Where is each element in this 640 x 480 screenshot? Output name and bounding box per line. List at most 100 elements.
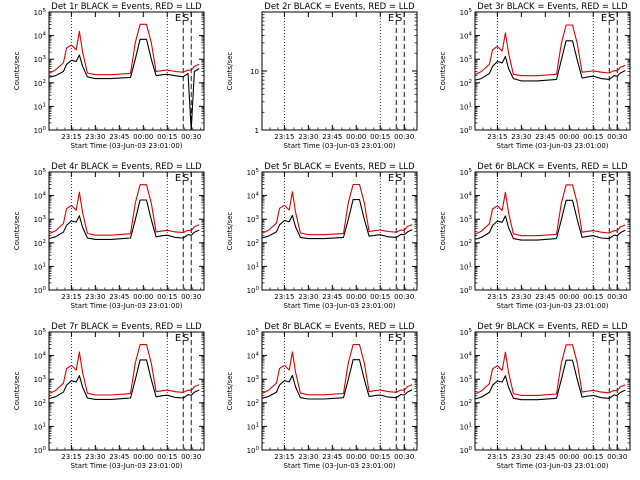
series-line-events [48, 38, 200, 131]
marker-label: S [183, 333, 189, 344]
series-line-lld [474, 184, 626, 237]
series-line-lld [261, 344, 413, 396]
y-tick-label: 100 [247, 446, 260, 455]
x-tick-label: 23:30 [511, 293, 531, 301]
marker-label: S [609, 333, 615, 344]
y-axis-label: Counts/sec [226, 212, 234, 251]
chart-title: Det 2r BLACK = Events, RED = LLD [264, 2, 415, 12]
series-line-events [48, 359, 200, 400]
y-tick-label: 101 [34, 422, 46, 431]
y-tick-label: 101 [460, 102, 472, 111]
chart-panel-4: Det 4r BLACK = Events, RED = LLD Counts/s… [13, 162, 205, 310]
y-tick-label: 103 [34, 55, 47, 64]
y-tick-label: 102 [34, 79, 46, 88]
y-axis-label: Counts/sec [13, 52, 21, 91]
x-tick-label: 00:00 [346, 133, 366, 141]
series-line-events [261, 359, 413, 400]
x-tick-label: 23:15 [487, 453, 507, 461]
x-tick-label: 23:15 [61, 453, 81, 461]
chart-panel-6: Det 6r BLACK = Events, RED = LLD Counts/s… [439, 162, 631, 310]
plot-frame [48, 331, 205, 451]
x-tick-label: 00:00 [346, 293, 366, 301]
marker-label: S [609, 13, 615, 24]
marker-label: S [609, 173, 615, 184]
y-tick-label: 105 [34, 8, 47, 17]
y-axis-label: Counts/sec [439, 52, 447, 91]
y-tick-label: 100 [460, 286, 473, 295]
y-tick-label: 101 [460, 262, 472, 271]
marker-label: S [183, 173, 189, 184]
chart-title: Det 9r BLACK = Events, RED = LLD [477, 322, 628, 332]
x-axis-label: Start Time (03-Jun-03 23:01:00) [497, 302, 609, 310]
marker-label: S [396, 173, 402, 184]
plot-frame [474, 11, 631, 131]
x-tick-label: 23:45 [109, 293, 129, 301]
plot-frame [474, 171, 631, 291]
y-tick-label: 102 [247, 399, 259, 408]
marker-label: S [396, 333, 402, 344]
marker-label: E [388, 333, 394, 344]
x-tick-label: 23:30 [85, 453, 105, 461]
x-tick-label: 00:15 [157, 133, 177, 141]
x-axis-label: Start Time (03-Jun-03 23:01:00) [71, 142, 183, 150]
y-axis-label: Counts/sec [226, 52, 234, 91]
y-tick-label: 105 [460, 328, 473, 337]
x-tick-label: 00:00 [559, 293, 579, 301]
y-tick-label: 102 [460, 79, 472, 88]
chart-title: Det 4r BLACK = Events, RED = LLD [51, 162, 202, 172]
x-tick-label: 23:45 [535, 293, 555, 301]
y-tick-label: 105 [247, 328, 260, 337]
chart-panel-9: Det 9r BLACK = Events, RED = LLD Counts/s… [439, 322, 631, 470]
chart-panel-7: Det 7r BLACK = Events, RED = LLD Counts/s… [13, 322, 205, 470]
y-tick-label: 102 [460, 239, 472, 248]
chart-panel-1: Det 1r BLACK = Events, RED = LLD Counts/s… [13, 2, 205, 150]
plot-frame [48, 11, 205, 131]
marker-label: E [175, 173, 181, 184]
y-tick-label: 103 [460, 375, 473, 384]
marker-label: E [175, 13, 181, 24]
y-tick-label: 105 [34, 168, 47, 177]
series-line-lld [474, 344, 626, 396]
x-tick-label: 23:45 [322, 453, 342, 461]
x-tick-label: 23:15 [274, 453, 294, 461]
x-tick-label: 00:30 [181, 453, 201, 461]
chart-title: Det 3r BLACK = Events, RED = LLD [477, 2, 628, 12]
y-tick-label: 103 [460, 215, 473, 224]
x-axis-label: Start Time (03-Jun-03 23:01:00) [497, 462, 609, 470]
y-tick-label: 104 [460, 352, 473, 361]
y-tick-label: 103 [460, 55, 473, 64]
y-tick-label: 103 [247, 215, 260, 224]
x-tick-label: 23:45 [535, 133, 555, 141]
x-tick-label: 23:30 [298, 293, 318, 301]
x-tick-label: 00:00 [133, 133, 153, 141]
y-axis-label: Counts/sec [439, 212, 447, 251]
y-tick-label: 104 [34, 32, 47, 41]
marker-label: E [601, 173, 607, 184]
marker-label: E [601, 333, 607, 344]
x-axis-label: Start Time (03-Jun-03 23:01:00) [497, 142, 609, 150]
y-tick-label: 104 [34, 352, 47, 361]
y-axis-label: Counts/sec [13, 212, 21, 251]
x-axis-label: Start Time (03-Jun-03 23:01:00) [284, 142, 396, 150]
marker-label: E [601, 13, 607, 24]
series-line-lld [48, 344, 200, 396]
y-axis-label: Counts/sec [226, 372, 234, 411]
y-tick-label: 104 [247, 192, 260, 201]
x-tick-label: 23:15 [487, 293, 507, 301]
y-tick-label: 100 [247, 286, 260, 295]
x-axis-label: Start Time (03-Jun-03 23:01:00) [284, 302, 396, 310]
x-tick-label: 23:30 [511, 133, 531, 141]
y-axis-label: Counts/sec [13, 372, 21, 411]
x-tick-label: 23:15 [274, 293, 294, 301]
chart-title: Det 6r BLACK = Events, RED = LLD [477, 162, 628, 172]
y-tick-label: 104 [247, 352, 260, 361]
plot-frame [261, 171, 418, 291]
x-tick-label: 00:00 [346, 453, 366, 461]
series-line-lld [48, 23, 200, 76]
x-tick-label: 23:45 [109, 453, 129, 461]
series-line-events [474, 40, 626, 82]
x-tick-label: 00:00 [133, 453, 153, 461]
x-tick-label: 23:45 [535, 453, 555, 461]
x-tick-label: 23:45 [322, 133, 342, 141]
x-tick-label: 23:30 [298, 133, 318, 141]
